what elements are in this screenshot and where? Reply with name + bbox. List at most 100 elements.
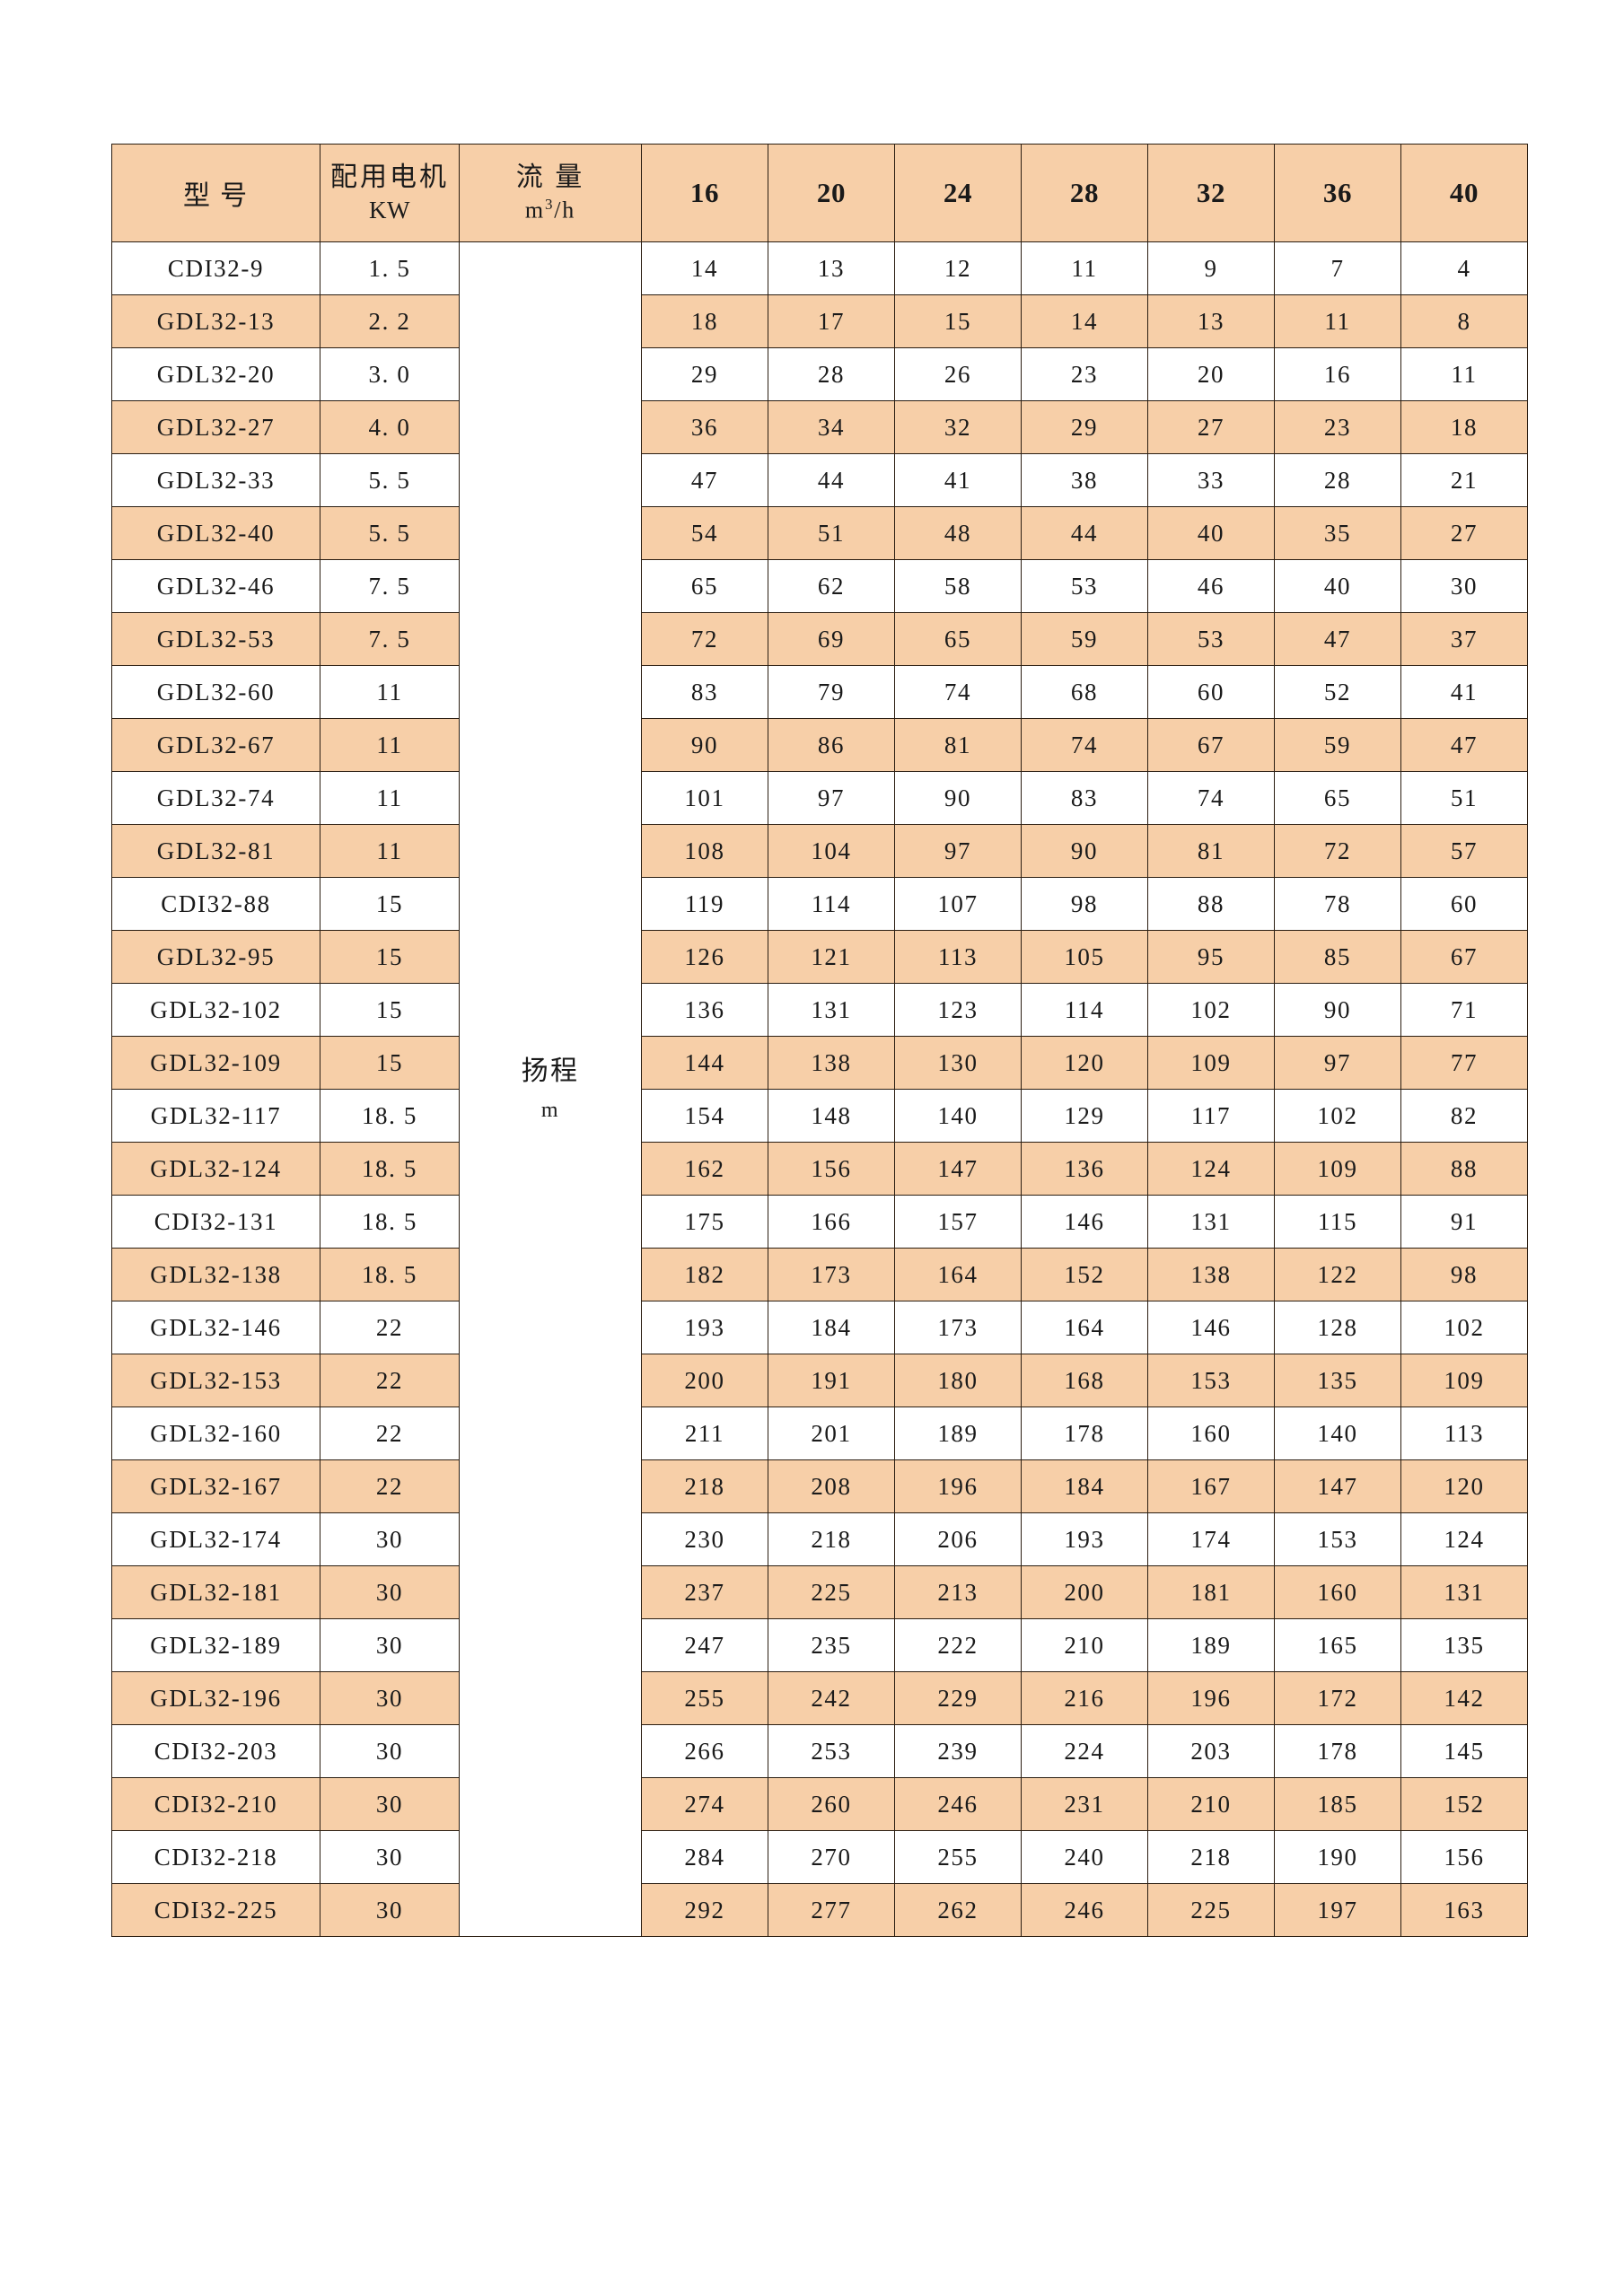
cell-model: GDL32-102 <box>111 983 320 1037</box>
table-row: GDL32-67 11 90 86 81 74 67 59 47 <box>111 718 1528 772</box>
cell-head-value: 104 <box>768 824 895 878</box>
cell-head-value: 239 <box>894 1724 1022 1778</box>
cell-head-value: 30 <box>1400 559 1528 613</box>
spec-sheet: 型 号配用电机 KW 流 量 m3/h 16 20 24 28 32 36 40 CDI32-9 1. … <box>111 144 1528 1937</box>
cell-motor-power: 18. 5 <box>320 1142 460 1196</box>
table-row: GDL32-102 15 136 131 123 114 102 90 71 <box>111 983 1528 1037</box>
header-flow-rate: 流 量 m3/h <box>459 144 642 242</box>
cell-head-value: 140 <box>894 1089 1022 1143</box>
table-row: CDI32-203 30 266 253 239 224 203 178 145 <box>111 1724 1528 1778</box>
cell-head-value: 7 <box>1274 241 1401 295</box>
cell-head-value: 184 <box>768 1301 895 1354</box>
cell-head-value: 29 <box>1021 400 1148 454</box>
table-row: GDL32-53 7. 5 72 69 65 59 53 47 37 <box>111 612 1528 666</box>
cell-head-value: 14 <box>641 241 768 295</box>
cell-head-value: 172 <box>1274 1671 1401 1725</box>
cell-head-value: 65 <box>894 612 1022 666</box>
cell-head-value: 67 <box>1400 930 1528 984</box>
cell-head-value: 154 <box>641 1089 768 1143</box>
cell-head-value: 164 <box>894 1248 1022 1301</box>
cell-head-value: 131 <box>1400 1565 1528 1619</box>
cell-head-value: 246 <box>894 1777 1022 1831</box>
cell-head-value: 178 <box>1021 1407 1148 1460</box>
cell-head-value: 54 <box>641 506 768 560</box>
table-row: GDL32-181 30 237 225 213 200 181 160 131 <box>111 1565 1528 1619</box>
cell-head-value: 29 <box>641 347 768 401</box>
cell-head-value: 58 <box>894 559 1022 613</box>
cell-head-value: 59 <box>1274 718 1401 772</box>
table-row: GDL32-174 30 230 218 206 193 174 153 124 <box>111 1512 1528 1566</box>
pump-specification-table: 型 号配用电机 KW 流 量 m3/h 16 20 24 28 32 36 40 CDI32-9 1. … <box>111 144 1528 1937</box>
cell-head-value: 153 <box>1147 1354 1275 1407</box>
cell-head-value: 196 <box>894 1459 1022 1513</box>
cell-head-value: 129 <box>1021 1089 1148 1143</box>
cell-head-value: 44 <box>1021 506 1148 560</box>
table-header-row: 型 号配用电机 KW 流 量 m3/h 16 20 24 28 32 36 40 <box>111 144 1528 242</box>
cell-head-value: 156 <box>768 1142 895 1196</box>
cell-head-value: 117 <box>1147 1089 1275 1143</box>
cell-head-value: 113 <box>894 930 1022 984</box>
cell-head-value: 36 <box>641 400 768 454</box>
table-row: CDI32-131 18. 5 175 166 157 146 131 115 91 <box>111 1195 1528 1249</box>
cell-head-value: 225 <box>768 1565 895 1619</box>
cell-head-value: 126 <box>641 930 768 984</box>
cell-motor-power: 11 <box>320 718 460 772</box>
cell-head-value: 23 <box>1021 347 1148 401</box>
cell-head-value: 9 <box>1147 241 1275 295</box>
cell-model: GDL32-13 <box>111 294 320 348</box>
cell-head-value: 128 <box>1274 1301 1401 1354</box>
cell-model: GDL32-146 <box>111 1301 320 1354</box>
cell-head-value: 216 <box>1021 1671 1148 1725</box>
cell-head-value: 181 <box>1147 1565 1275 1619</box>
cell-head-value: 211 <box>641 1407 768 1460</box>
header-motor-power: 配用电机 KW <box>320 144 460 242</box>
cell-head-value: 23 <box>1274 400 1401 454</box>
header-motor-power-unit: KW <box>368 196 411 223</box>
cell-head-value: 130 <box>894 1036 1022 1090</box>
cell-motor-power: 30 <box>320 1830 460 1884</box>
cell-head-value: 86 <box>768 718 895 772</box>
cell-head-value: 277 <box>768 1883 895 1937</box>
cell-head-value: 109 <box>1400 1354 1528 1407</box>
cell-head-value: 101 <box>641 771 768 825</box>
table-row: CDI32-210 30 274 260 246 231 210 185 152 <box>111 1777 1528 1831</box>
cell-model: GDL32-138 <box>111 1248 320 1301</box>
cell-motor-power: 15 <box>320 930 460 984</box>
cell-head-value: 292 <box>641 1883 768 1937</box>
cell-motor-power: 30 <box>320 1618 460 1672</box>
cell-head-value: 60 <box>1400 877 1528 931</box>
cell-head-value: 231 <box>1021 1777 1148 1831</box>
table-row: CDI32-88 15 119 114 107 98 88 78 60 <box>111 877 1528 931</box>
cell-motor-power: 7. 5 <box>320 559 460 613</box>
cell-head-value: 185 <box>1274 1777 1401 1831</box>
cell-head-value: 218 <box>768 1512 895 1566</box>
cell-model: GDL32-46 <box>111 559 320 613</box>
cell-head-value: 144 <box>641 1036 768 1090</box>
cell-head-value: 109 <box>1274 1142 1401 1196</box>
cell-model: CDI32-218 <box>111 1830 320 1884</box>
cell-head-value: 255 <box>641 1671 768 1725</box>
cell-head-value: 98 <box>1021 877 1148 931</box>
cell-motor-power: 7. 5 <box>320 612 460 666</box>
cell-head-value: 262 <box>894 1883 1022 1937</box>
cell-head-value: 184 <box>1021 1459 1148 1513</box>
cell-head-value: 165 <box>1274 1618 1401 1672</box>
cell-head-value: 77 <box>1400 1036 1528 1090</box>
header-flow-column: 28 <box>1021 144 1148 242</box>
cell-head-value: 83 <box>641 665 768 719</box>
cell-head-value: 157 <box>894 1195 1022 1249</box>
cell-head-value: 213 <box>894 1565 1022 1619</box>
cell-motor-power: 5. 5 <box>320 453 460 507</box>
cell-head-value: 13 <box>768 241 895 295</box>
cell-head-value: 62 <box>768 559 895 613</box>
cell-motor-power: 1. 5 <box>320 241 460 295</box>
cell-head-value: 225 <box>1147 1883 1275 1937</box>
header-flow-column: 24 <box>894 144 1022 242</box>
cell-motor-power: 18. 5 <box>320 1248 460 1301</box>
table-row: GDL32-20 3. 0 29 28 26 23 20 16 11 <box>111 347 1528 401</box>
table-row: GDL32-13 2. 2 18 17 15 14 13 11 8 <box>111 294 1528 348</box>
table-row: GDL32-196 30 255 242 229 216 196 172 142 <box>111 1671 1528 1725</box>
cell-head-value: 255 <box>894 1830 1022 1884</box>
cell-head-value: 174 <box>1147 1512 1275 1566</box>
cell-head-value: 147 <box>1274 1459 1401 1513</box>
